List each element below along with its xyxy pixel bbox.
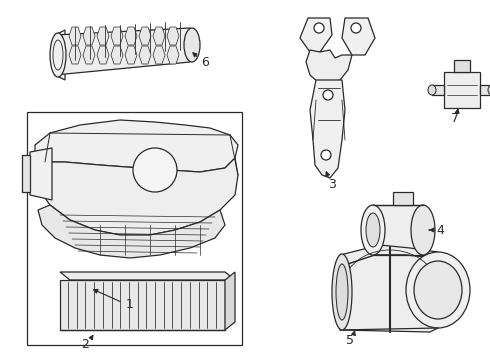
Polygon shape	[139, 46, 151, 64]
Polygon shape	[125, 46, 137, 64]
Polygon shape	[300, 18, 332, 52]
Polygon shape	[27, 112, 242, 345]
Polygon shape	[454, 60, 470, 72]
Polygon shape	[30, 148, 52, 200]
Polygon shape	[153, 46, 165, 64]
Ellipse shape	[321, 150, 331, 160]
Polygon shape	[310, 80, 345, 178]
Polygon shape	[432, 85, 444, 95]
Ellipse shape	[428, 85, 436, 95]
Polygon shape	[139, 27, 151, 45]
Polygon shape	[35, 158, 238, 235]
Polygon shape	[55, 28, 190, 75]
Polygon shape	[306, 50, 352, 85]
Ellipse shape	[50, 33, 66, 77]
Polygon shape	[35, 120, 238, 172]
Polygon shape	[153, 27, 165, 45]
Text: 6: 6	[201, 55, 209, 68]
Ellipse shape	[361, 205, 385, 255]
Ellipse shape	[406, 252, 470, 328]
Polygon shape	[60, 272, 235, 280]
Polygon shape	[69, 27, 81, 45]
Ellipse shape	[488, 85, 490, 95]
Polygon shape	[167, 46, 179, 64]
Polygon shape	[83, 46, 95, 64]
Polygon shape	[340, 255, 438, 332]
Ellipse shape	[351, 23, 361, 33]
Polygon shape	[97, 27, 109, 45]
Ellipse shape	[323, 90, 333, 100]
Text: 7: 7	[451, 112, 459, 125]
Ellipse shape	[411, 205, 435, 255]
Ellipse shape	[336, 264, 348, 320]
Polygon shape	[167, 27, 179, 45]
Text: 3: 3	[328, 179, 336, 192]
Text: 4: 4	[436, 224, 444, 237]
Polygon shape	[83, 27, 95, 45]
Polygon shape	[55, 30, 65, 80]
Polygon shape	[22, 155, 30, 192]
Ellipse shape	[314, 23, 324, 33]
Polygon shape	[111, 27, 123, 45]
Polygon shape	[373, 205, 423, 255]
Polygon shape	[444, 72, 480, 108]
Text: 2: 2	[81, 338, 89, 351]
Ellipse shape	[184, 28, 200, 62]
Polygon shape	[125, 27, 137, 45]
Ellipse shape	[414, 261, 462, 319]
Text: 1: 1	[126, 298, 134, 311]
Polygon shape	[225, 272, 235, 330]
Polygon shape	[480, 85, 490, 95]
Polygon shape	[69, 46, 81, 64]
Polygon shape	[38, 205, 225, 258]
Polygon shape	[342, 18, 375, 55]
Polygon shape	[393, 192, 413, 205]
Text: 5: 5	[346, 333, 354, 346]
Ellipse shape	[366, 213, 380, 247]
Polygon shape	[340, 245, 438, 275]
Polygon shape	[111, 46, 123, 64]
Polygon shape	[97, 46, 109, 64]
Ellipse shape	[133, 148, 177, 192]
Polygon shape	[60, 280, 225, 330]
Ellipse shape	[332, 254, 352, 330]
